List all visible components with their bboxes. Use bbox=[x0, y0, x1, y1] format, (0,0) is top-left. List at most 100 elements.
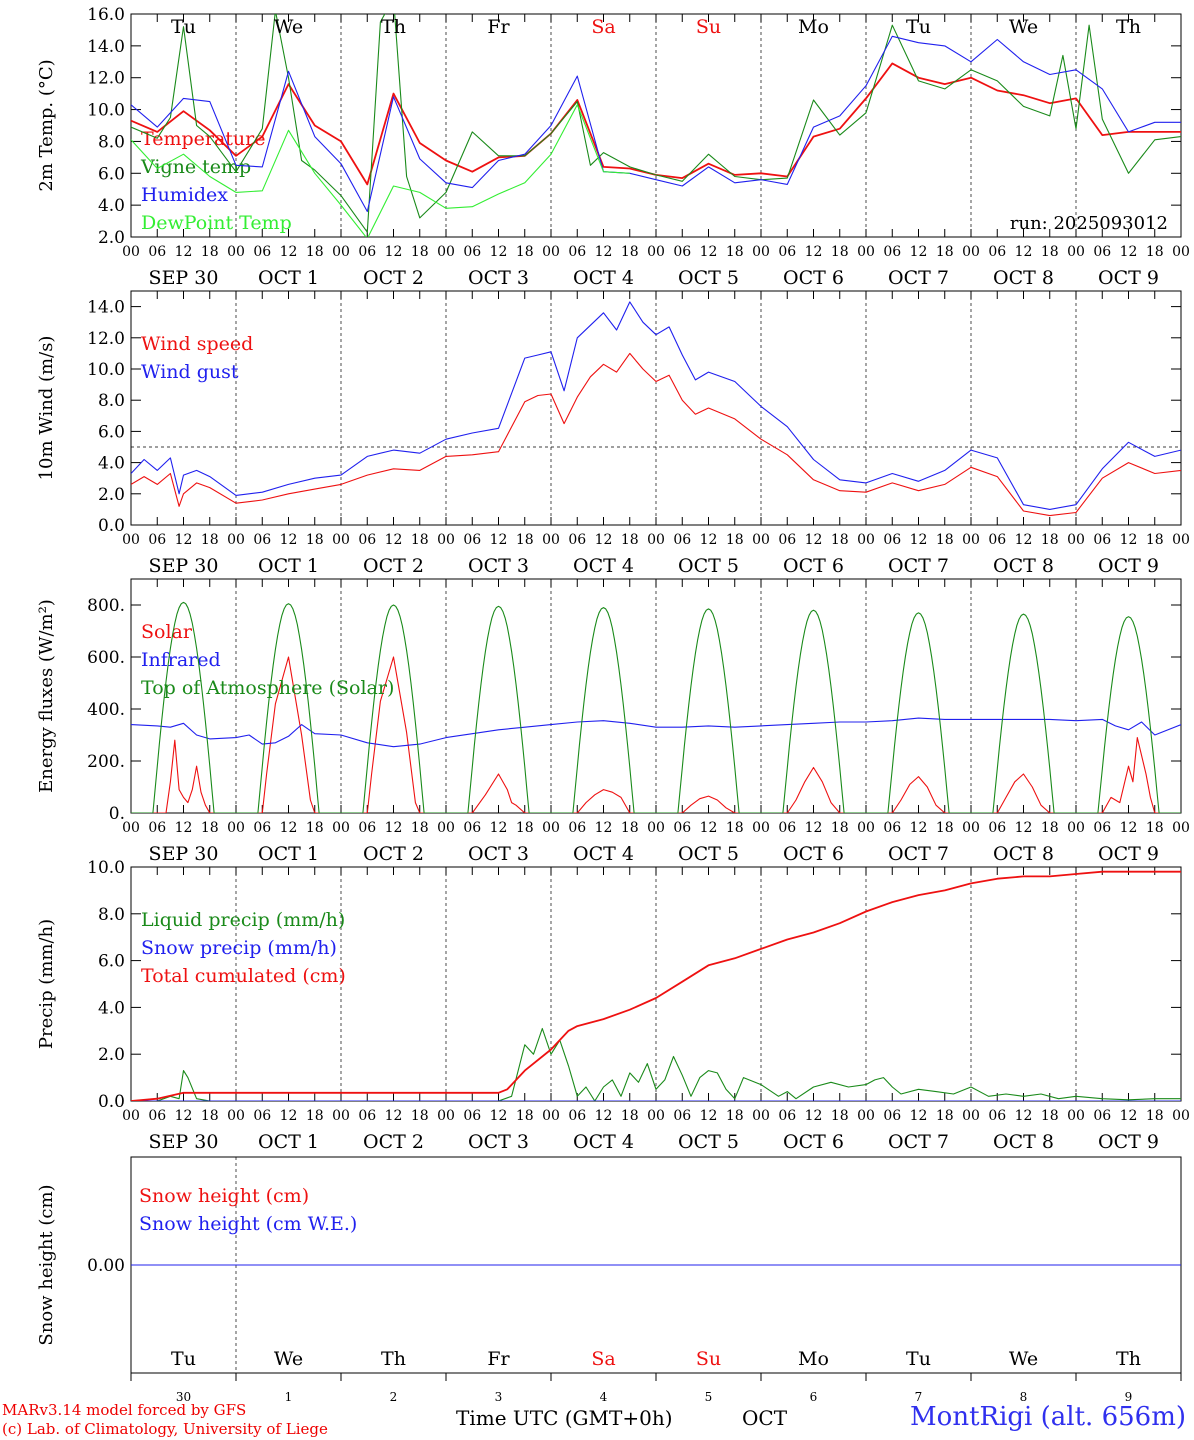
energy-hour-tick-label: 12 bbox=[1120, 820, 1138, 836]
precip-hour-tick-label: 00 bbox=[647, 1108, 665, 1124]
wind-series-wind-gust bbox=[131, 301, 1181, 510]
wind-hour-tick-label: 18 bbox=[1146, 532, 1164, 548]
snow-weekday-label: Sa bbox=[591, 1348, 615, 1370]
energy-date-label: OCT 2 bbox=[363, 843, 424, 865]
wind-hour-tick-label: 06 bbox=[568, 532, 586, 548]
precip-legend-entry: Snow precip (mm/h) bbox=[141, 937, 337, 959]
temperature-legend-entry: Vigne temp bbox=[140, 156, 251, 178]
wind-hour-tick-label: 00 bbox=[122, 532, 140, 548]
energy-y-tick-label: 200. bbox=[87, 752, 125, 772]
wind-hour-tick-label: 06 bbox=[883, 532, 901, 548]
temperature-hour-tick-label: 12 bbox=[175, 244, 193, 260]
wind-date-label: OCT 6 bbox=[783, 555, 844, 577]
energy-hour-tick-label: 06 bbox=[358, 820, 376, 836]
wind-y-tick-label: 10.0 bbox=[87, 360, 125, 380]
snow-weekday-label: Th bbox=[1116, 1348, 1141, 1370]
energy-hour-tick-label: 12 bbox=[595, 820, 613, 836]
energy-hour-tick-label: 00 bbox=[857, 820, 875, 836]
energy-hour-tick-label: 00 bbox=[122, 820, 140, 836]
precip-series-total-cumulated-cm- bbox=[131, 870, 1181, 1101]
energy-hour-tick-label: 00 bbox=[1172, 820, 1190, 836]
energy-hour-tick-label: 06 bbox=[148, 820, 166, 836]
wind-hour-tick-label: 12 bbox=[700, 532, 718, 548]
wind-date-label: OCT 4 bbox=[573, 555, 634, 577]
precip-hour-tick-label: 06 bbox=[778, 1108, 796, 1124]
wind-hour-tick-label: 18 bbox=[936, 532, 954, 548]
precip-hour-tick-label: 00 bbox=[962, 1108, 980, 1124]
energy-date-label: OCT 8 bbox=[993, 843, 1054, 865]
precip-hour-tick-label: 12 bbox=[700, 1108, 718, 1124]
precip-hour-tick-label: 12 bbox=[910, 1108, 928, 1124]
snow-day-number: 5 bbox=[705, 1390, 713, 1404]
snow-y-tick-label: 0.00 bbox=[87, 1256, 125, 1276]
temperature-hour-tick-label: 06 bbox=[148, 244, 166, 260]
wind-hour-tick-label: 00 bbox=[1067, 532, 1085, 548]
station-name: MontRigi (alt. 656m) bbox=[910, 1402, 1186, 1432]
energy-date-label: OCT 7 bbox=[888, 843, 949, 865]
energy-hour-tick-label: 00 bbox=[332, 820, 350, 836]
energy-hour-tick-label: 18 bbox=[306, 820, 324, 836]
precip-hour-tick-label: 06 bbox=[673, 1108, 691, 1124]
wind-hour-tick-label: 00 bbox=[857, 532, 875, 548]
snow-day-number: 9 bbox=[1125, 1390, 1133, 1404]
precip-date-label: SEP 30 bbox=[149, 1131, 219, 1153]
temperature-date-label: OCT 7 bbox=[888, 267, 949, 289]
temperature-date-label: OCT 5 bbox=[678, 267, 739, 289]
temperature-hour-tick-label: 06 bbox=[883, 244, 901, 260]
weekday-label: We bbox=[1009, 16, 1038, 38]
wind-hour-tick-label: 00 bbox=[227, 532, 245, 548]
wind-y-tick-label: 12.0 bbox=[87, 329, 125, 349]
weekday-label: Mo bbox=[798, 16, 829, 38]
temperature-hour-tick-label: 00 bbox=[647, 244, 665, 260]
precip-y-tick-label: 8.0 bbox=[98, 905, 125, 925]
snow-weekday-label: Th bbox=[381, 1348, 406, 1370]
precip-hour-tick-label: 00 bbox=[752, 1108, 770, 1124]
temperature-date-label: OCT 9 bbox=[1098, 267, 1159, 289]
energy-hour-tick-label: 18 bbox=[621, 820, 639, 836]
wind-legend-entry: Wind speed bbox=[141, 333, 253, 355]
energy-legend-entry: Infrared bbox=[141, 649, 221, 671]
temperature-hour-tick-label: 18 bbox=[1041, 244, 1059, 260]
wind-hour-tick-label: 18 bbox=[831, 532, 849, 548]
temperature-y-tick-label: 14.0 bbox=[87, 37, 125, 57]
precip-hour-tick-label: 12 bbox=[595, 1108, 613, 1124]
wind-date-label: OCT 5 bbox=[678, 555, 739, 577]
precip-hour-tick-label: 00 bbox=[1172, 1108, 1190, 1124]
temperature-legend-entry: Humidex bbox=[141, 184, 228, 206]
energy-date-label: OCT 9 bbox=[1098, 843, 1159, 865]
weekday-label: Fr bbox=[487, 16, 510, 38]
temperature-hour-tick-label: 18 bbox=[831, 244, 849, 260]
temperature-hour-tick-label: 18 bbox=[411, 244, 429, 260]
precip-hour-tick-label: 00 bbox=[857, 1108, 875, 1124]
temperature-frame bbox=[130, 13, 1182, 238]
precip-date-label: OCT 6 bbox=[783, 1131, 844, 1153]
temperature-hour-tick-label: 12 bbox=[490, 244, 508, 260]
snow-legend-entry: Snow height (cm W.E.) bbox=[139, 1213, 357, 1235]
wind-hour-tick-label: 06 bbox=[988, 532, 1006, 548]
temperature-y-tick-label: 16.0 bbox=[87, 5, 125, 25]
x-axis-month: OCT bbox=[742, 1406, 788, 1430]
precip-hour-tick-label: 06 bbox=[988, 1108, 1006, 1124]
energy-date-label: OCT 6 bbox=[783, 843, 844, 865]
weekday-label: Th bbox=[1116, 16, 1141, 38]
wind-hour-tick-label: 00 bbox=[962, 532, 980, 548]
temperature-hour-tick-label: 00 bbox=[1067, 244, 1085, 260]
temperature-date-label: SEP 30 bbox=[149, 267, 219, 289]
temperature-y-tick-label: 12.0 bbox=[87, 69, 125, 89]
precip-hour-tick-label: 00 bbox=[1067, 1108, 1085, 1124]
snow-day-number: 1 bbox=[285, 1390, 293, 1404]
weekday-label: Su bbox=[696, 16, 721, 38]
wind-hour-tick-label: 06 bbox=[673, 532, 691, 548]
energy-date-label: OCT 4 bbox=[573, 843, 634, 865]
precip-hour-tick-label: 00 bbox=[437, 1108, 455, 1124]
wind-hour-tick-label: 06 bbox=[148, 532, 166, 548]
temperature-hour-tick-label: 18 bbox=[306, 244, 324, 260]
precip-hour-tick-label: 12 bbox=[385, 1108, 403, 1124]
snow-weekday-label: We bbox=[274, 1348, 303, 1370]
temperature-hour-tick-label: 12 bbox=[805, 244, 823, 260]
energy-hour-tick-label: 06 bbox=[778, 820, 796, 836]
wind-y-tick-label: 6.0 bbox=[98, 422, 125, 442]
temperature-date-label: OCT 8 bbox=[993, 267, 1054, 289]
precip-date-label: OCT 1 bbox=[258, 1131, 319, 1153]
temperature-y-axis-label: 2m Temp. (°C) bbox=[36, 59, 57, 191]
